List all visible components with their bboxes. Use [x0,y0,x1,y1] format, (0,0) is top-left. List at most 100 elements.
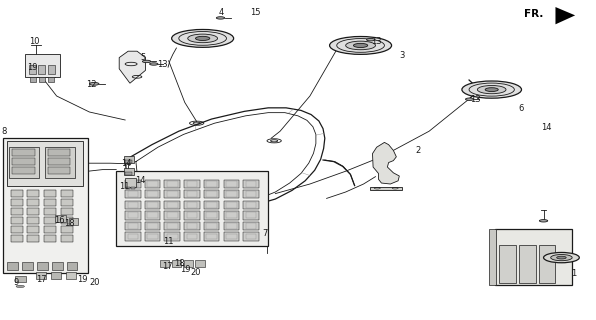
Bar [27,226,39,233]
Bar [167,223,178,229]
Ellipse shape [367,38,375,41]
Bar [128,234,138,239]
Bar [495,229,572,285]
Text: 14: 14 [541,124,552,132]
Bar [164,222,180,230]
Bar [11,199,23,206]
Bar [48,77,54,82]
Bar [226,223,237,229]
Bar [499,245,516,283]
Bar [145,222,160,230]
Polygon shape [119,51,145,83]
Bar [61,199,73,206]
Ellipse shape [150,63,158,65]
Bar [25,54,60,77]
Text: 4: 4 [219,8,224,17]
Bar [184,260,193,267]
Bar [206,191,217,197]
Bar [12,149,35,156]
Bar [167,191,178,197]
Bar [224,211,239,220]
Bar [116,171,268,246]
Bar [125,160,132,163]
Bar [12,158,35,165]
Bar [224,190,239,198]
Bar [246,234,256,239]
Bar [243,180,259,188]
Bar [147,181,158,187]
Text: 14: 14 [121,159,132,168]
Bar [48,158,70,165]
Bar [226,202,237,208]
Bar [11,235,23,242]
Bar [44,208,56,215]
Bar [519,245,536,283]
Text: 9: 9 [13,278,18,287]
Bar [147,212,158,218]
Bar [172,260,181,267]
Bar [44,199,56,206]
Text: 20: 20 [190,268,201,277]
Ellipse shape [330,36,392,54]
Bar [184,201,200,209]
Bar [145,232,160,241]
Bar [38,65,45,74]
Bar [224,232,239,241]
Bar [125,180,141,188]
Bar [61,235,73,242]
Bar [44,235,56,242]
Bar [164,190,180,198]
Bar [204,211,219,220]
Bar [125,211,141,220]
Bar [164,201,180,209]
Text: FR.: FR. [524,9,544,20]
Bar [184,232,200,241]
Bar [246,223,256,229]
Text: 13: 13 [157,60,167,69]
Bar [226,181,237,187]
Bar [11,208,23,215]
Ellipse shape [539,220,548,222]
Bar [125,190,141,198]
Bar [125,232,141,241]
Bar [7,262,18,270]
Ellipse shape [142,60,151,63]
Text: 16: 16 [54,216,64,225]
Text: 2: 2 [415,146,421,155]
Ellipse shape [462,81,522,98]
Bar [204,201,219,209]
Ellipse shape [544,252,579,263]
Ellipse shape [195,36,210,40]
Bar [145,190,160,198]
Polygon shape [370,187,402,190]
Bar [29,65,36,74]
Bar [39,77,45,82]
Bar [204,232,219,241]
Bar [243,232,259,241]
Bar [243,201,259,209]
Bar [37,262,48,270]
Bar [69,218,78,225]
Bar [243,222,259,230]
Bar [44,217,56,224]
Bar [187,202,197,208]
Bar [27,235,39,242]
Bar [187,181,197,187]
Bar [246,181,256,187]
Text: 6: 6 [519,104,524,113]
Bar [48,149,70,156]
Bar [184,211,200,220]
Bar [44,226,56,233]
Bar [11,217,23,224]
Bar [224,201,239,209]
Bar [187,191,197,197]
Bar [22,262,33,270]
Bar [224,222,239,230]
Bar [246,191,256,197]
Polygon shape [3,138,88,273]
Ellipse shape [353,44,368,47]
Bar [7,141,83,186]
Bar [27,199,39,206]
Ellipse shape [477,85,506,94]
Ellipse shape [16,285,24,288]
